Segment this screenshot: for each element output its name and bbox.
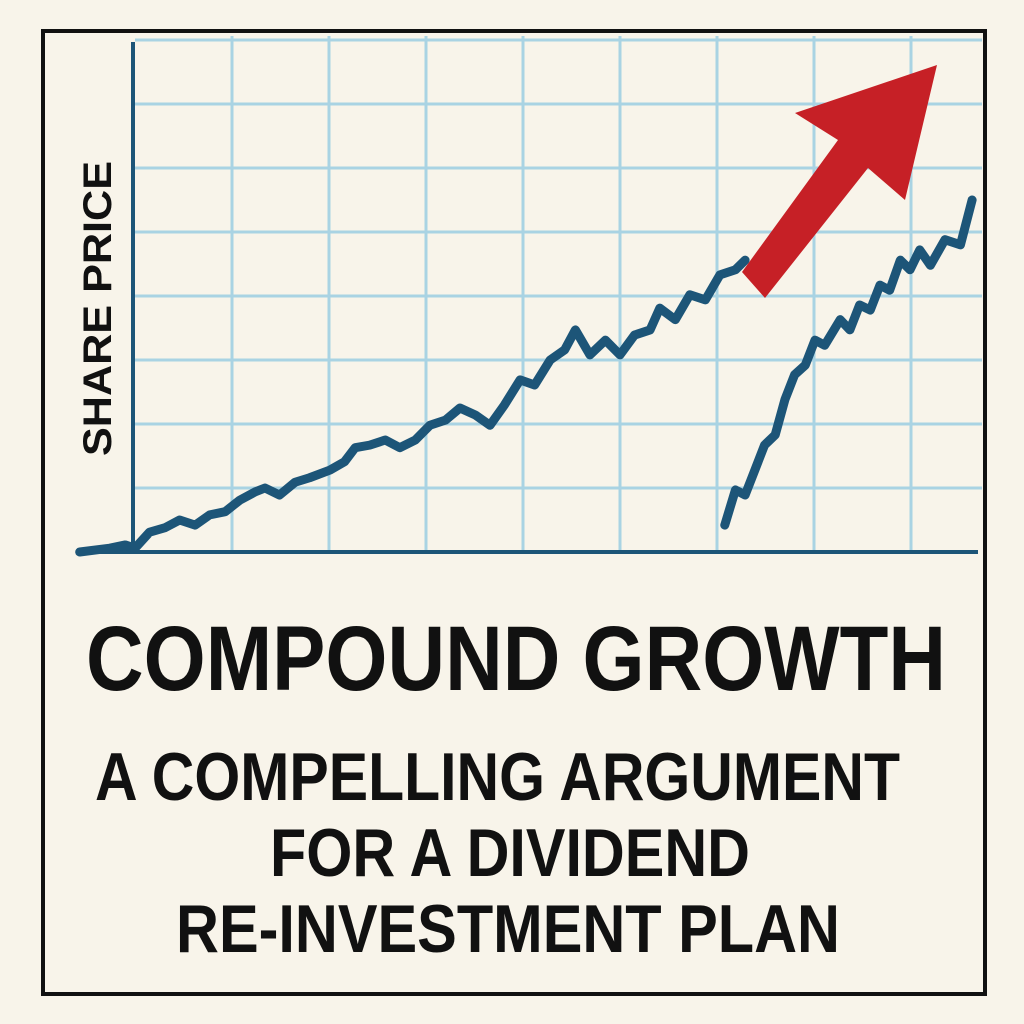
chart-series [75, 195, 977, 557]
subtitle-line-1: A COMPELLING ARGUMENT [95, 739, 900, 815]
subtitle-line-2: FOR A DIVIDEND [270, 815, 750, 891]
y-axis-label: SHARE PRICE [76, 161, 120, 456]
frame [41, 29, 987, 996]
series-line-2 [720, 195, 977, 530]
poster-title: COMPOUND GROWTH [86, 608, 946, 710]
growth-arrow [742, 65, 937, 298]
series-line-1 [75, 255, 750, 557]
subtitle-line-3: RE-INVESTMENT PLAN [176, 891, 840, 967]
